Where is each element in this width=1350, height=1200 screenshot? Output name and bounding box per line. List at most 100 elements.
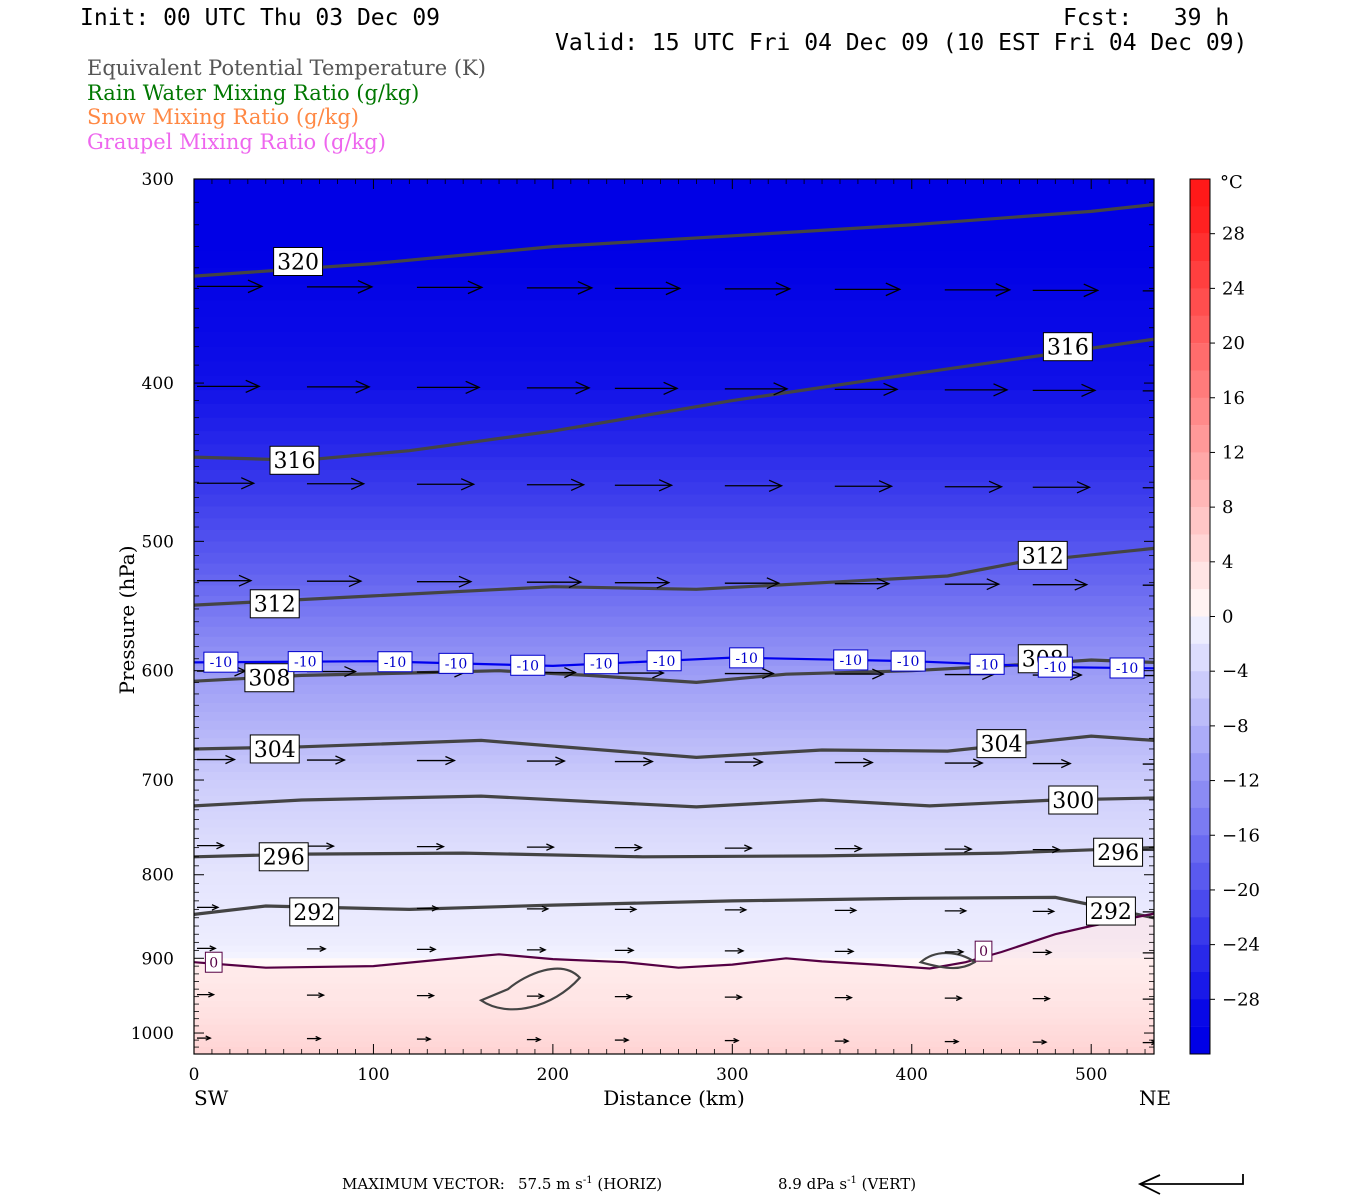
wind-vector: [416, 380, 481, 395]
wind-vector-head: [623, 1037, 630, 1043]
temp-band: [194, 636, 1154, 648]
wind-vector-head: [216, 841, 226, 850]
colorbar-swatch: [1190, 972, 1210, 1000]
wind-vector-head: [445, 755, 456, 766]
wind-vector-head: [344, 665, 358, 678]
wind-vector: [1142, 487, 1154, 489]
temp-band: [194, 563, 1154, 576]
wind-vector-head: [568, 576, 583, 589]
wind-vector: [834, 282, 902, 297]
colorbar-swatch: [1190, 397, 1210, 426]
wind-vector: [196, 945, 217, 952]
isotherm-minus10-label: -10: [294, 655, 317, 671]
temp-band: [194, 919, 1154, 927]
wind-vector: [724, 844, 753, 852]
wind-vector-head: [959, 907, 968, 915]
cross-section-chart: 3203163163123123083083043043002962962922…: [115, 170, 1260, 1110]
wind-vector-head: [225, 754, 237, 765]
theta-e-contour-300: [194, 794, 1154, 809]
colorbar-label: 20: [1222, 333, 1245, 354]
contour-labels: 3203163163123123083083043043002962962922…: [203, 246, 1145, 973]
temp-band: [194, 316, 1154, 333]
wind-vector: [614, 479, 674, 492]
y-tick-label: 1000: [131, 1024, 174, 1044]
legend-rain: Rain Water Mixing Ratio (g/kg): [87, 81, 420, 105]
wind-vector: [1032, 845, 1061, 854]
max-horiz-vector: 57.5 m s-1 (HORIZ): [518, 1175, 663, 1193]
temp-band: [194, 616, 1154, 628]
wind-vector: [416, 280, 484, 295]
isotherm-minus10-label-box: [646, 650, 682, 672]
x-tick-label: 400: [896, 1065, 928, 1085]
wind-vector: [834, 844, 863, 853]
wind-vector-head: [775, 281, 792, 296]
temp-band: [194, 574, 1154, 587]
isotherm-minus10-label: -10: [653, 654, 676, 670]
wind-vector-head: [348, 575, 363, 588]
wind-vector-head: [1069, 669, 1083, 681]
isotherm-zero: [194, 912, 1154, 970]
isotherm-minus10-label: -10: [839, 653, 862, 669]
temp-band: [194, 518, 1154, 531]
isotherm-minus10-label: -10: [976, 657, 999, 673]
wind-vector-head: [665, 281, 682, 296]
temp-band: [194, 912, 1154, 921]
max-vert-vector: 8.9 dPa s-1 (VERT): [778, 1175, 917, 1193]
colorbar-label: −16: [1222, 825, 1260, 846]
colorbar-unit: °C: [1220, 172, 1243, 193]
temp-band: [194, 892, 1154, 900]
temp-band: [194, 233, 1154, 252]
wind-vector-head: [988, 480, 1004, 494]
temp-band: [194, 197, 1154, 217]
wind-vector-head: [541, 905, 550, 913]
wind-vector: [416, 575, 473, 588]
colorbar-swatch: [1190, 671, 1210, 699]
wind-vector: [614, 947, 635, 954]
theta-e-contour-312: [194, 546, 1154, 607]
isotherm-minus10-label: -10: [1044, 660, 1067, 676]
temp-band: [194, 819, 1154, 828]
wind-vector-head: [326, 842, 336, 850]
colorbar-swatch: [1190, 534, 1210, 563]
colorbar-swatch: [1190, 917, 1210, 945]
wind-vector-head: [872, 668, 885, 680]
wind-vector: [724, 947, 745, 954]
temp-band: [194, 796, 1154, 805]
wind-vector: [724, 1037, 740, 1044]
colorbar-label: −8: [1222, 716, 1249, 737]
wind-vector-head: [1083, 283, 1100, 298]
wind-vector: [416, 905, 440, 912]
isotherm-minus10-label: -10: [210, 655, 233, 671]
temp-band: [194, 703, 1154, 713]
temp-band: [194, 945, 1154, 953]
colorbar-swatch: [1190, 616, 1210, 645]
wind-vector-head: [575, 381, 591, 395]
wind-vector-head: [355, 380, 371, 394]
colorbar-swatch: [1190, 589, 1210, 617]
wind-vector-head: [766, 577, 781, 590]
wind-vector-head: [854, 844, 863, 853]
y-tick-label: 900: [142, 949, 174, 969]
colorbar-label: −28: [1222, 989, 1260, 1010]
theta-e-label-box: [249, 734, 300, 764]
legend-snow: Snow Mixing Ratio (g/kg): [87, 105, 359, 129]
y-tick-label: 500: [142, 532, 174, 552]
temp-band: [194, 585, 1154, 597]
isotherm-minus10-label-box: [1109, 657, 1145, 679]
wind-vector: [724, 667, 775, 680]
wind-vector-head: [315, 1035, 322, 1042]
colorbar-swatch: [1190, 206, 1210, 234]
colorbar-label: 8: [1222, 497, 1233, 518]
temp-band: [194, 284, 1154, 302]
isotherm-minus10-label-box: [890, 650, 926, 672]
wind-vector-head: [211, 904, 220, 911]
wind-vector: [416, 1036, 432, 1042]
temp-band: [194, 906, 1154, 914]
colorbar-label: −20: [1222, 880, 1260, 901]
colorbar-swatch: [1190, 643, 1210, 672]
colorbar-swatch: [1190, 862, 1210, 891]
wind-vector-head: [1043, 995, 1051, 1002]
y-tick-label: 700: [142, 771, 174, 791]
temp-band: [194, 788, 1154, 797]
temp-band: [194, 803, 1154, 813]
